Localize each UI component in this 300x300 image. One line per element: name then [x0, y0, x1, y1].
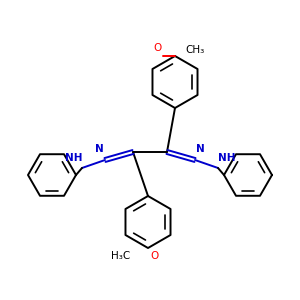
Text: NH: NH — [64, 153, 82, 163]
Text: O: O — [154, 43, 162, 53]
Text: CH₃: CH₃ — [185, 45, 204, 55]
Text: H₃C: H₃C — [111, 251, 130, 261]
Text: NH: NH — [218, 153, 236, 163]
Text: N: N — [95, 144, 104, 154]
Text: O: O — [150, 251, 158, 261]
Text: N: N — [196, 144, 205, 154]
